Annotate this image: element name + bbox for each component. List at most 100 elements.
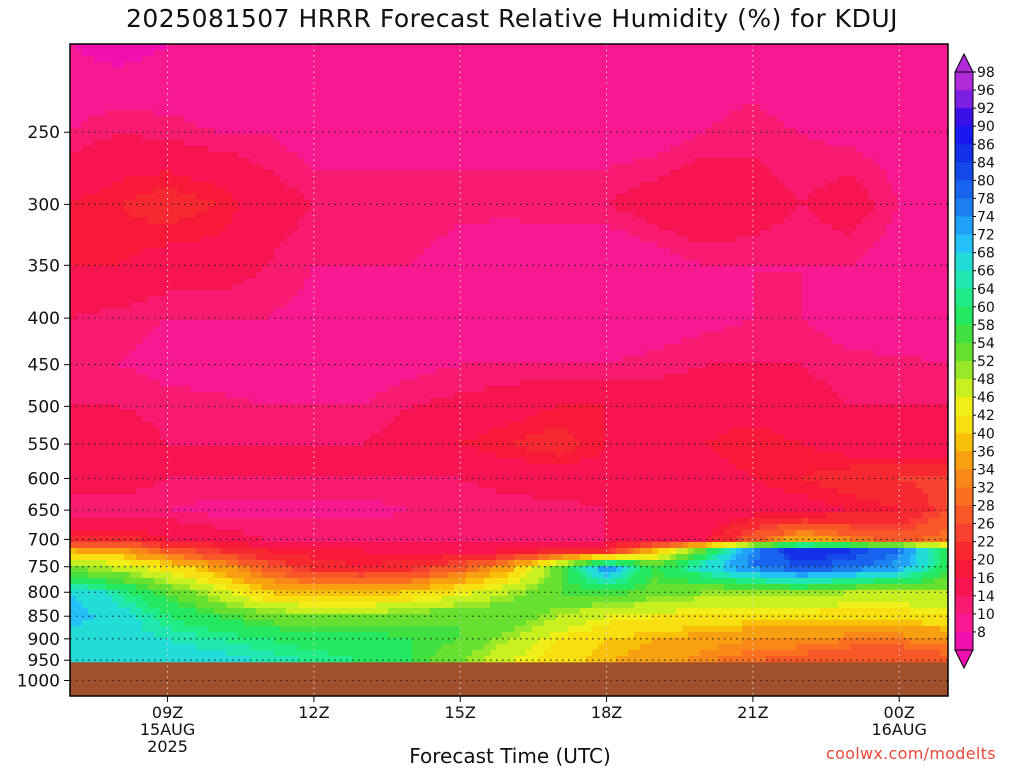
heat-cell — [352, 224, 359, 231]
heat-cell — [508, 134, 515, 141]
heat-cell — [154, 50, 161, 57]
heat-cell — [490, 80, 497, 87]
heat-cell — [460, 152, 467, 159]
heat-cell — [160, 194, 167, 201]
heat-cell — [784, 80, 791, 87]
heat-cell — [310, 80, 317, 87]
heat-cell — [202, 104, 209, 111]
heat-cell — [442, 152, 449, 159]
heat-cell — [298, 206, 305, 213]
heat-cell — [850, 188, 857, 195]
heat-cell — [256, 206, 263, 213]
heat-cell — [580, 212, 587, 219]
heat-cell — [868, 194, 875, 201]
heat-cell — [112, 62, 119, 69]
heat-cell — [724, 152, 731, 159]
heat-cell — [358, 194, 365, 201]
heat-cell — [70, 98, 77, 105]
heat-cell — [520, 146, 527, 153]
heat-cell — [172, 176, 179, 183]
heat-cell — [136, 218, 143, 225]
heat-cell — [172, 236, 179, 243]
heat-cell — [904, 206, 911, 213]
heat-cell — [466, 146, 473, 153]
heat-cell — [742, 74, 749, 81]
heat-cell — [412, 242, 419, 249]
heat-cell — [412, 74, 419, 81]
heat-cell — [274, 62, 281, 69]
heat-cell — [484, 182, 491, 189]
heat-cell — [868, 122, 875, 129]
heat-cell — [412, 68, 419, 75]
heat-cell — [718, 200, 725, 207]
heat-cell — [814, 224, 821, 231]
heat-cell — [334, 146, 341, 153]
heat-cell — [844, 86, 851, 93]
heat-cell — [124, 74, 131, 81]
heat-cell — [940, 218, 947, 225]
heat-cell — [232, 104, 239, 111]
heat-cell — [586, 98, 593, 105]
heat-cell — [112, 50, 119, 57]
heat-cell — [820, 236, 827, 243]
heat-cell — [586, 122, 593, 129]
heat-cell — [154, 116, 161, 123]
heat-cell — [370, 236, 377, 243]
heat-cell — [766, 44, 773, 51]
heat-cell — [694, 182, 701, 189]
heat-cell — [76, 158, 83, 165]
heat-cell — [736, 230, 743, 237]
heat-cell — [340, 206, 347, 213]
heat-cell — [130, 212, 137, 219]
heat-cell — [838, 50, 845, 57]
heat-cell — [622, 176, 629, 183]
heat-cell — [742, 158, 749, 165]
heat-cell — [904, 134, 911, 141]
heat-cell — [838, 146, 845, 153]
heat-cell — [148, 182, 155, 189]
heat-cell — [538, 194, 545, 201]
heat-cell — [820, 242, 827, 249]
heat-cell — [634, 188, 641, 195]
heat-cell — [460, 128, 467, 135]
heat-cell — [400, 44, 407, 51]
heat-cell — [802, 98, 809, 105]
heat-cell — [538, 236, 545, 243]
heat-cell — [754, 146, 761, 153]
heat-cell — [208, 122, 215, 129]
heat-cell — [88, 68, 95, 75]
heat-cell — [922, 236, 929, 243]
heat-cell — [70, 86, 77, 93]
heat-cell — [754, 44, 761, 51]
heat-cell — [94, 74, 101, 81]
heat-cell — [766, 128, 773, 135]
heat-cell — [616, 146, 623, 153]
heat-cell — [610, 188, 617, 195]
heat-cell — [346, 236, 353, 243]
heat-cell — [796, 122, 803, 129]
heat-cell — [832, 56, 839, 63]
heat-cell — [472, 188, 479, 195]
heat-cell — [310, 68, 317, 75]
heat-cell — [544, 170, 551, 177]
heat-cell — [640, 206, 647, 213]
heat-cell — [304, 224, 311, 231]
heat-cell — [298, 230, 305, 237]
heat-cell — [682, 182, 689, 189]
heat-cell — [808, 158, 815, 165]
heat-cell — [754, 80, 761, 87]
heat-cell — [916, 80, 923, 87]
heat-cell — [892, 128, 899, 135]
heat-cell — [310, 110, 317, 117]
heat-cell — [898, 224, 905, 231]
heat-cell — [154, 68, 161, 75]
heat-cell — [316, 212, 323, 219]
heat-cell — [454, 140, 461, 147]
heat-cell — [610, 98, 617, 105]
heat-cell — [82, 236, 89, 243]
heat-cell — [598, 122, 605, 129]
heat-cell — [850, 182, 857, 189]
heat-cell — [208, 218, 215, 225]
heat-cell — [766, 98, 773, 105]
heat-cell — [760, 128, 767, 135]
